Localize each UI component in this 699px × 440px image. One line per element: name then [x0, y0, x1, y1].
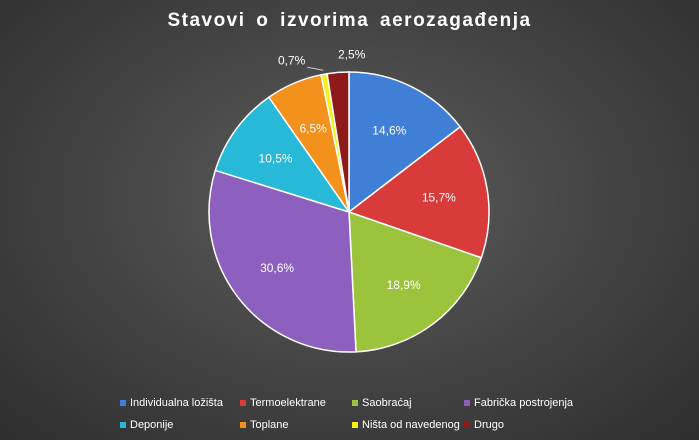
data-label-fabricka-postrojenja: 30,6%	[260, 261, 294, 275]
pie-slice-individualna-lozista	[348, 71, 462, 214]
legend-label: Deponije	[130, 419, 174, 431]
legend-swatch	[464, 400, 470, 406]
legend-swatch	[240, 400, 246, 406]
legend-item-toplane: Toplane	[240, 419, 352, 431]
legend-item-fabricka-postrojenja: Fabrička postrojenja	[464, 397, 594, 409]
legend-label: Individualna ložišta	[130, 397, 223, 409]
leader-line-nista-od-navedenog	[307, 66, 324, 71]
data-label-toplane: 6,5%	[299, 121, 327, 135]
legend-swatch	[352, 400, 358, 406]
legend-item-termoelektrane: Termoelektrane	[240, 397, 352, 409]
legend-swatch	[240, 422, 246, 428]
legend-swatch	[120, 422, 126, 428]
data-label-deponije: 10,5%	[259, 151, 293, 165]
legend-item-individualna-lozista: Individualna ložišta	[120, 397, 240, 409]
data-label-drugo: 2,5%	[338, 47, 366, 61]
pie-slice-termoelektrane	[347, 125, 490, 259]
data-label-termoelektrane: 15,7%	[422, 190, 456, 204]
pie-slice-deponije	[214, 96, 351, 214]
legend-item-nista-od-navedenog: Ništa od navedenog	[352, 419, 464, 431]
legend-swatch	[352, 422, 358, 428]
pie-slice-fabricka-postrojenja	[208, 169, 357, 353]
legend-label: Drugo	[474, 419, 504, 431]
data-label-nista-od-navedenog: 0,7%	[278, 53, 306, 67]
legend: Individualna ložišta Termoelektrane Saobra…	[120, 392, 680, 436]
legend-item-saobracaj: Saobraćaj	[352, 397, 464, 409]
pie-slice-saobracaj	[348, 210, 483, 353]
data-label-individualna-lozista: 14,6%	[372, 123, 406, 137]
pie-slice-drugo	[326, 71, 350, 213]
chart-title: Stavovi o izvorima aerozagađenja	[167, 10, 532, 31]
legend-label: Toplane	[250, 419, 289, 431]
legend-swatch	[464, 422, 470, 428]
legend-item-drugo: Drugo	[464, 419, 594, 431]
legend-item-deponije: Deponije	[120, 419, 240, 431]
legend-swatch	[120, 400, 126, 406]
legend-label: Termoelektrane	[250, 397, 326, 409]
legend-label: Ništa od navedenog	[362, 419, 460, 431]
data-label-saobracaj: 18,9%	[387, 278, 421, 292]
legend-label: Saobraćaj	[362, 397, 412, 409]
legend-label: Fabrička postrojenja	[474, 397, 574, 409]
